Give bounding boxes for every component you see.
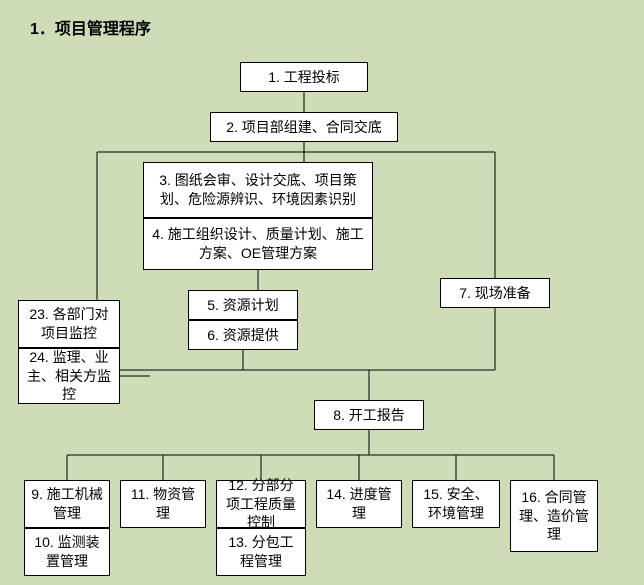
node-23: 23. 各部门对项目监控 — [18, 300, 120, 348]
node-14-label: 14. 进度管理 — [323, 485, 395, 523]
node-23-label: 23. 各部门对项目监控 — [25, 305, 113, 343]
node-6-label: 6. 资源提供 — [207, 326, 279, 345]
node-8: 8. 开工报告 — [314, 400, 424, 430]
node-24: 24. 监理、业主、相关方监控 — [18, 348, 120, 404]
node-15: 15. 安全、环境管理 — [412, 480, 500, 528]
node-2: 2. 项目部组建、合同交底 — [210, 112, 398, 142]
node-13: 13. 分包工程管理 — [216, 528, 306, 576]
node-10: 10. 监测装置管理 — [24, 528, 110, 576]
node-13-label: 13. 分包工程管理 — [223, 533, 299, 571]
node-24-label: 24. 监理、业主、相关方监控 — [25, 348, 113, 405]
node-5-label: 5. 资源计划 — [207, 296, 279, 315]
node-9-label: 9. 施工机械管理 — [31, 485, 103, 523]
node-6: 6. 资源提供 — [188, 320, 298, 350]
node-4-label: 4. 施工组织设计、质量计划、施工方案、OE管理方案 — [150, 225, 366, 263]
node-12-label: 12. 分部分项工程质量控制 — [223, 476, 299, 533]
node-3: 3. 图纸会审、设计交底、项目策划、危险源辨识、环境因素识别 — [143, 162, 373, 218]
node-14: 14. 进度管理 — [316, 480, 402, 528]
node-3-label: 3. 图纸会审、设计交底、项目策划、危险源辨识、环境因素识别 — [150, 171, 366, 209]
node-11-label: 11. 物资管理 — [127, 485, 199, 523]
node-16-label: 16. 合同管理、造价管理 — [517, 488, 591, 545]
page-title: 1．项目管理程序 — [30, 15, 151, 39]
node-10-label: 10. 监测装置管理 — [31, 533, 103, 571]
node-12: 12. 分部分项工程质量控制 — [216, 480, 306, 528]
node-11: 11. 物资管理 — [120, 480, 206, 528]
node-15-label: 15. 安全、环境管理 — [419, 485, 493, 523]
node-8-label: 8. 开工报告 — [333, 406, 405, 425]
node-1: 1. 工程投标 — [240, 62, 368, 92]
node-4: 4. 施工组织设计、质量计划、施工方案、OE管理方案 — [143, 218, 373, 270]
node-7-label: 7. 现场准备 — [459, 284, 531, 303]
node-1-label: 1. 工程投标 — [268, 68, 340, 87]
node-16: 16. 合同管理、造价管理 — [510, 480, 598, 552]
node-2-label: 2. 项目部组建、合同交底 — [226, 118, 382, 137]
node-5: 5. 资源计划 — [188, 290, 298, 320]
node-9: 9. 施工机械管理 — [24, 480, 110, 528]
node-7: 7. 现场准备 — [440, 278, 550, 308]
